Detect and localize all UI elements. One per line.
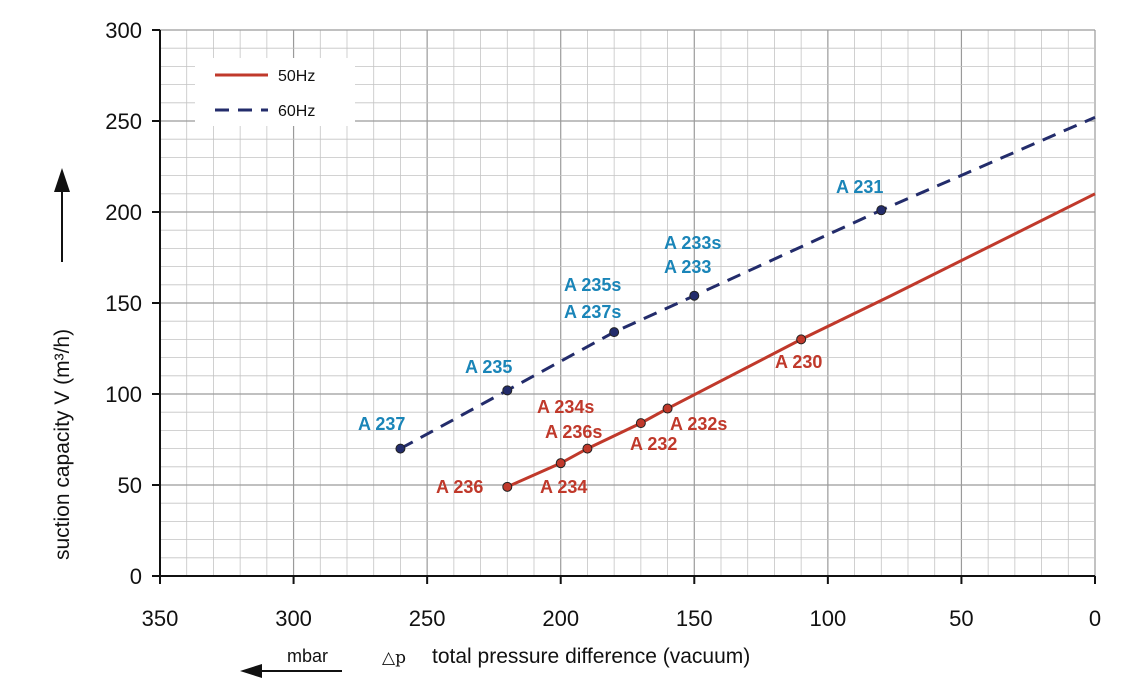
data-point	[502, 385, 513, 396]
x-axis-title: △p total pressure difference (vacuum) mb…	[240, 645, 750, 678]
x-tick-label: 0	[1089, 606, 1101, 631]
point-label: A 234	[540, 477, 587, 497]
data-point	[635, 418, 646, 429]
point-label: A 232s	[670, 414, 727, 434]
y-tick-label: 200	[105, 200, 142, 225]
series-line-60Hz	[399, 115, 1096, 450]
point-label: A 232	[630, 434, 677, 454]
point-label: A 231	[836, 177, 883, 197]
point-label: A 236	[436, 477, 483, 497]
y-tick-label: 300	[105, 18, 142, 43]
data-point	[796, 334, 807, 345]
x-tick-label: 350	[142, 606, 179, 631]
unit-label: mbar	[287, 646, 328, 666]
y-tick-label: 0	[130, 564, 142, 589]
point-label: A 236s	[545, 422, 602, 442]
point-label: A 237	[358, 414, 405, 434]
y-tick-label: 50	[118, 473, 142, 498]
x-tick-label: 250	[409, 606, 446, 631]
y-tick-label: 150	[105, 291, 142, 316]
data-point	[876, 205, 887, 216]
data-point	[662, 403, 673, 414]
point-label: A 233s	[664, 233, 721, 253]
y-tick-label: 250	[105, 109, 142, 134]
x-tick-label: 200	[542, 606, 579, 631]
data-point	[582, 443, 593, 454]
x-axis-symbol: △p	[382, 648, 406, 668]
data-point	[689, 290, 700, 301]
x-axis-label: total pressure difference (vacuum)	[432, 645, 750, 668]
legend-box	[195, 58, 355, 126]
axes: 0 50 100 150 200 250 300 350 300 250 200 150 100 50 0	[105, 18, 1101, 631]
y-axis-arrow-icon	[54, 168, 70, 192]
x-tick-label: 150	[676, 606, 713, 631]
data-point	[609, 327, 620, 338]
point-label: A 235	[465, 357, 512, 377]
series-layer	[395, 115, 1096, 492]
legend-50hz-label: 50Hz	[278, 68, 315, 85]
point-label: A 234s	[537, 397, 594, 417]
data-point	[502, 481, 513, 492]
point-label: A 230	[775, 352, 822, 372]
legend-60hz-label: 60Hz	[278, 103, 315, 120]
series-line-50Hz	[506, 192, 1096, 489]
y-axis-title: suction capacity V (m³/h)	[51, 168, 74, 560]
y-axis-label: suction capacity V (m³/h)	[51, 329, 74, 560]
data-point	[395, 443, 406, 454]
legend: 50Hz 60Hz	[195, 58, 355, 126]
point-label: A 237s	[564, 302, 621, 322]
x-tick-label: 300	[275, 606, 312, 631]
point-label: A 235s	[564, 275, 621, 295]
left-arrow-icon	[240, 664, 262, 678]
point-label: A 233	[664, 257, 711, 277]
y-tick-label: 100	[105, 382, 142, 407]
data-point	[555, 458, 566, 469]
x-tick-label: 50	[949, 606, 973, 631]
x-tick-label: 100	[809, 606, 846, 631]
